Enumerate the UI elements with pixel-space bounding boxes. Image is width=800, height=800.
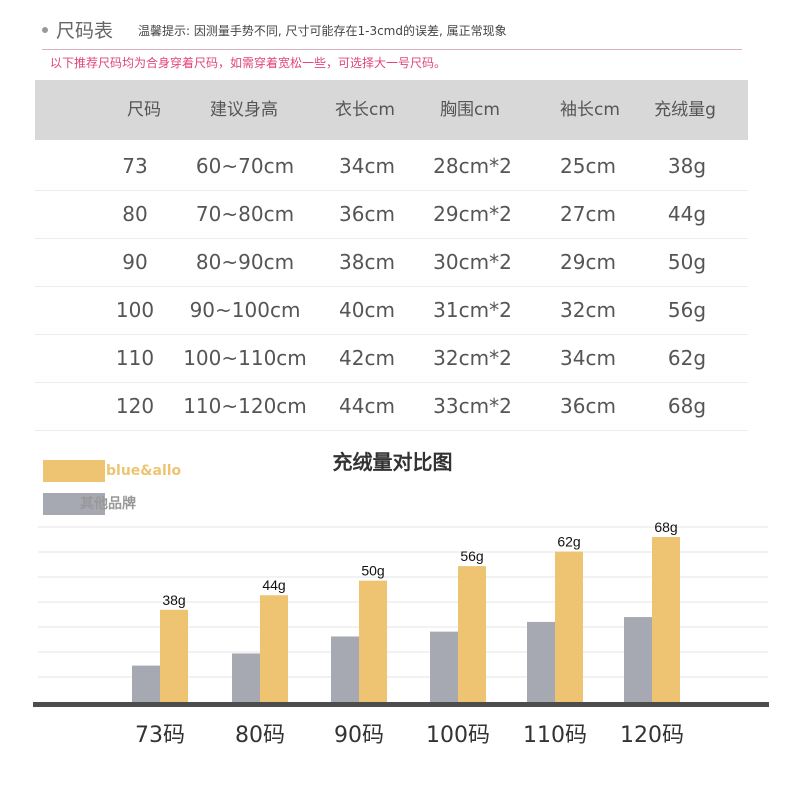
header-height: 建议身高 (210, 100, 278, 120)
header-sleeve: 袖长cm (560, 100, 620, 120)
cell-length: 40cm (339, 298, 395, 322)
x-tick-label: 120码 (620, 723, 684, 748)
bar-other-brand (624, 617, 652, 702)
header-chest: 胸围cm (440, 100, 500, 120)
x-tick-label: 80码 (235, 723, 285, 748)
legend-label-other: 其他品牌 (80, 496, 136, 512)
cell-height: 80~90cm (195, 250, 295, 274)
cell-chest: 32cm*2 (433, 346, 512, 370)
cell-fill: 38g (667, 154, 707, 178)
bar-value-label: 62g (557, 534, 580, 550)
cell-size: 73 (122, 154, 148, 178)
cell-size: 90 (122, 250, 148, 274)
table-header: 尺码 建议身高 衣长cm 胸围cm 袖长cm 充绒量g (35, 80, 748, 140)
bar-other-brand (527, 621, 555, 702)
bar-other-brand (430, 631, 458, 702)
page-title: 尺码表 (56, 20, 114, 42)
recommendation-note: 以下推荐尺码均为合身穿着尺码，如需穿着宽松一些，可选择大一号尺码。 (50, 56, 447, 70)
bar-value-label: 44g (262, 577, 285, 593)
table-row: 80 70~80cm 36cm 29cm*2 27cm 44g (35, 190, 748, 239)
cell-chest: 29cm*2 (433, 202, 512, 226)
table-row: 110 100~110cm 42cm 32cm*2 34cm 62g (35, 334, 748, 383)
x-tick-label: 100码 (426, 723, 490, 748)
bar-blue-allo (652, 536, 680, 702)
bar-other-brand (132, 665, 160, 702)
cell-height: 110~120cm (183, 394, 307, 418)
header-size: 尺码 (127, 100, 161, 120)
x-tick-label: 90码 (334, 723, 384, 748)
chart-baseline (33, 702, 769, 707)
bar-value-label: 50g (361, 563, 384, 579)
legend-label-brand: blue&allo (106, 463, 182, 479)
cell-length: 38cm (339, 250, 395, 274)
cell-size: 110 (115, 346, 155, 370)
bar-blue-allo (458, 566, 486, 702)
cell-sleeve: 25cm (560, 154, 616, 178)
cell-sleeve: 32cm (560, 298, 616, 322)
bar-other-brand (232, 653, 260, 702)
cell-chest: 30cm*2 (433, 250, 512, 274)
measurement-tip: 温馨提示: 因测量手势不同, 尺寸可能存在1-3cmd的误差, 属正常现象 (138, 24, 507, 38)
cell-length: 34cm (339, 154, 395, 178)
cell-fill: 44g (667, 202, 707, 226)
cell-height: 70~80cm (195, 202, 295, 226)
bar-value-label: 38g (162, 592, 185, 608)
table-row: 73 60~70cm 34cm 28cm*2 25cm 38g (35, 142, 748, 191)
cell-height: 100~110cm (183, 346, 307, 370)
cell-length: 36cm (339, 202, 395, 226)
cell-fill: 56g (667, 298, 707, 322)
cell-size: 100 (115, 298, 155, 322)
cell-chest: 28cm*2 (433, 154, 512, 178)
x-tick-label: 73码 (135, 723, 185, 748)
table-row: 90 80~90cm 38cm 30cm*2 29cm 50g (35, 238, 748, 287)
header-length: 衣长cm (335, 100, 395, 120)
cell-chest: 33cm*2 (433, 394, 512, 418)
x-tick-label: 110码 (523, 723, 587, 748)
cell-sleeve: 27cm (560, 202, 616, 226)
cell-fill: 68g (667, 394, 707, 418)
cell-fill: 50g (667, 250, 707, 274)
bullet-icon (42, 27, 48, 33)
bar-blue-allo (260, 595, 288, 702)
table-row: 120 110~120cm 44cm 33cm*2 36cm 68g (35, 382, 748, 431)
cell-height: 60~70cm (195, 154, 295, 178)
cell-size: 80 (122, 202, 148, 226)
bar-value-label: 56g (460, 548, 483, 564)
cell-height: 90~100cm (189, 298, 301, 322)
cell-chest: 31cm*2 (433, 298, 512, 322)
bar-blue-allo (359, 580, 387, 702)
bar-value-label: 68g (654, 519, 677, 535)
cell-length: 42cm (339, 346, 395, 370)
bar-blue-allo (555, 551, 583, 702)
legend-swatch-brand (43, 460, 105, 482)
cell-length: 44cm (339, 394, 395, 418)
cell-fill: 62g (667, 346, 707, 370)
bar-blue-allo (160, 609, 188, 702)
cell-sleeve: 34cm (560, 346, 616, 370)
chart-title: 充绒量对比图 (332, 450, 453, 474)
divider (42, 49, 742, 50)
legend-swatch-other (43, 493, 105, 515)
header-fill: 充绒量g (654, 100, 716, 120)
cell-size: 120 (115, 394, 155, 418)
cell-sleeve: 29cm (560, 250, 616, 274)
table-row: 100 90~100cm 40cm 31cm*2 32cm 56g (35, 286, 748, 335)
bar-other-brand (331, 636, 359, 702)
cell-sleeve: 36cm (560, 394, 616, 418)
